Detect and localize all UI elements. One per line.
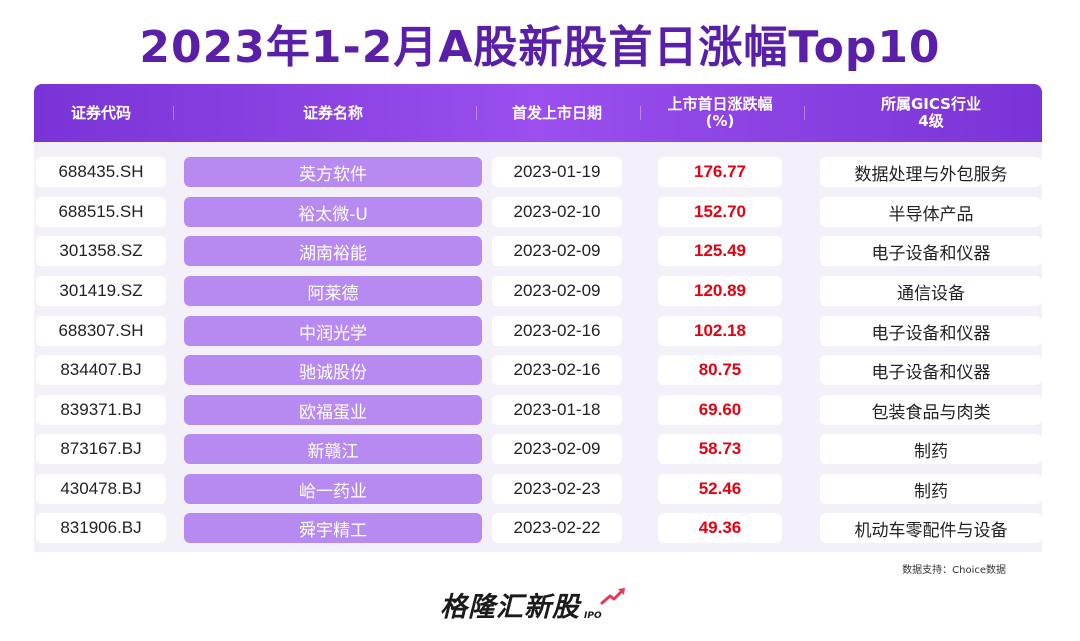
brand-logo: 格隆汇新股 IPO [440,585,660,625]
security-name: 峆一药业 [184,474,482,504]
gics-industry: 半导体产品 [820,197,1042,227]
header-change-unit: (%) [705,112,735,130]
header-divider [476,106,477,120]
listing-date: 2023-02-16 [492,355,622,385]
gics-industry: 电子设备和仪器 [820,316,1042,346]
first-day-change: 125.49 [658,236,782,266]
first-day-change: 176.77 [658,157,782,187]
logo-text: 格隆汇新股 [440,592,580,623]
listing-date: 2023-02-09 [492,434,622,464]
security-code: 873167.BJ [36,434,166,464]
header-name-label: 证券名称 [302,103,363,122]
security-name: 中润光学 [184,316,482,346]
security-code: 834407.BJ [36,355,166,385]
data-source-note: 数据支持：Choice数据 [902,565,1006,576]
first-day-change: 80.75 [658,355,782,385]
gics-industry: 数据处理与外包服务 [820,157,1042,187]
security-code: 688307.SH [36,316,166,346]
first-day-change: 120.89 [658,276,782,306]
table-row: 839371.BJ 欧福蛋业 2023-01-18 69.60 包装食品与肉类 [34,395,1042,425]
security-code: 688515.SH [36,197,166,227]
first-day-change: 152.70 [658,197,782,227]
table-row: 688307.SH 中润光学 2023-02-16 102.18 电子设备和仪器 [34,316,1042,346]
security-code: 688435.SH [36,157,166,187]
table-row: 688515.SH 裕太微-U 2023-02-10 152.70 半导体产品 [34,197,1042,227]
security-name: 湖南裕能 [184,236,482,266]
header-industry-label: 所属GICS行业 [881,95,981,113]
listing-date: 2023-02-09 [492,236,622,266]
header-date-label: 首发上市日期 [511,103,602,122]
header-industry: 所属GICS行业 4级 [820,84,1042,142]
first-day-change: 49.36 [658,513,782,543]
security-code: 831906.BJ [36,513,166,543]
gics-industry: 通信设备 [820,276,1042,306]
table-row: 688435.SH 英方软件 2023-01-19 176.77 数据处理与外包… [34,157,1042,187]
header-name: 证券名称 [184,84,482,142]
listing-date: 2023-02-10 [492,197,622,227]
security-name: 舜宇精工 [184,513,482,543]
security-code: 301358.SZ [36,236,166,266]
gics-industry: 电子设备和仪器 [820,355,1042,385]
table-body: 688435.SH 英方软件 2023-01-19 176.77 数据处理与外包… [34,142,1042,552]
first-day-change: 52.46 [658,474,782,504]
header-divider [173,106,174,120]
security-name: 阿莱德 [184,276,482,306]
header-divider [640,106,641,120]
table-row: 834407.BJ 驰诚股份 2023-02-16 80.75 电子设备和仪器 [34,355,1042,385]
listing-date: 2023-01-18 [492,395,622,425]
gics-industry: 包装食品与肉类 [820,395,1042,425]
header-code-label: 证券代码 [70,103,131,122]
listing-date: 2023-02-23 [492,474,622,504]
security-name: 裕太微-U [184,197,482,227]
gics-industry: 电子设备和仪器 [820,236,1042,266]
listing-date: 2023-02-16 [492,316,622,346]
security-code: 430478.BJ [36,474,166,504]
gics-industry: 制药 [820,474,1042,504]
first-day-change: 69.60 [658,395,782,425]
table-row: 301419.SZ 阿莱德 2023-02-09 120.89 通信设备 [34,276,1042,306]
security-name: 英方软件 [184,157,482,187]
header-divider [804,106,805,120]
gics-industry: 制药 [820,434,1042,464]
security-name: 新赣江 [184,434,482,464]
listing-date: 2023-02-22 [492,513,622,543]
security-name: 驰诚股份 [184,355,482,385]
header-change-label: 上市首日涨跌幅 [667,95,773,113]
page-title: 2023年1-2月A股新股首日涨幅Top10 [139,22,941,73]
header-code: 证券代码 [34,84,168,142]
security-code: 839371.BJ [36,395,166,425]
listing-date: 2023-02-09 [492,276,622,306]
first-day-change: 58.73 [658,434,782,464]
security-code: 301419.SZ [36,276,166,306]
header-date: 首发上市日期 [492,84,622,142]
gics-industry: 机动车零配件与设备 [820,513,1042,543]
security-name: 欧福蛋业 [184,395,482,425]
table-row: 873167.BJ 新赣江 2023-02-09 58.73 制药 [34,434,1042,464]
trend-arrow-icon [600,588,625,605]
first-day-change: 102.18 [658,316,782,346]
header-change: 上市首日涨跌幅 (%) [646,84,794,142]
table-row: 831906.BJ 舜宇精工 2023-02-22 49.36 机动车零配件与设… [34,513,1042,543]
listing-date: 2023-01-19 [492,157,622,187]
table-row: 301358.SZ 湖南裕能 2023-02-09 125.49 电子设备和仪器 [34,236,1042,266]
header-industry-level: 4级 [918,112,944,130]
table-header: 证券代码 证券名称 首发上市日期 上市首日涨跌幅 (%) 所属GICS行业 4级 [34,84,1042,142]
logo-ipo-label: IPO [584,611,602,621]
table-row: 430478.BJ 峆一药业 2023-02-23 52.46 制药 [34,474,1042,504]
